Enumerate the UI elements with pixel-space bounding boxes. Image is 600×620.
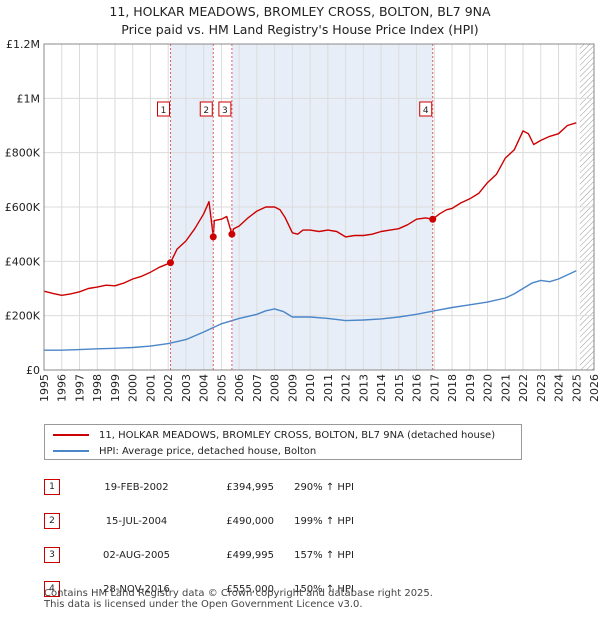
x-tick-label: 2023 [535, 374, 548, 402]
price-chart: 1 2 3 4 £0 £200K £400K £600K £800K £1M £1.2M 1995 1… [5, 38, 600, 402]
property-price-line [43, 122, 577, 296]
plot-frame [43, 43, 595, 371]
x-tick-label: 2017 [428, 374, 441, 402]
x-tick-label: 2014 [375, 374, 388, 402]
x-tick-label: 2019 [464, 374, 477, 402]
sale-hpi-change: 199% ↑ HPI [294, 515, 354, 527]
chart-title: 11, HOLKAR MEADOWS, BROMLEY CROSS, BOLTO… [0, 3, 600, 39]
sale-label-box [199, 101, 213, 117]
sale-price: £499,995 [226, 549, 274, 561]
x-tick-label: 2002 [162, 374, 175, 402]
sale-date: 28-NOV-2016 [103, 583, 170, 595]
title-address: 11, HOLKAR MEADOWS, BROMLEY CROSS, BOLTO… [109, 4, 491, 19]
footer-copyright: Contains HM Land Registry data © Crown c… [44, 588, 433, 599]
sale-number: 1 [44, 470, 84, 504]
sale-label-text: 2 [203, 106, 209, 116]
legend-label-property: 11, HOLKAR MEADOWS, BROMLEY CROSS, BOLTO… [99, 429, 496, 441]
x-tick-label: 2000 [127, 374, 140, 402]
footer: Contains HM Land Registry data © Crown c… [44, 588, 433, 610]
footer-licence: This data is licensed under the Open Gov… [44, 599, 363, 610]
sale-label-text: 3 [222, 106, 228, 116]
x-tick-label: 2026 [588, 374, 600, 402]
x-tick-label: 2022 [517, 374, 530, 402]
sale-number: 3 [44, 538, 84, 572]
y-tick-label: £800K [5, 147, 41, 160]
legend-label-hpi: HPI: Average price, detached house, Bolt… [99, 445, 317, 457]
sale-point [228, 230, 236, 238]
x-tick-label: 1997 [73, 374, 86, 402]
x-tick-label: 2003 [180, 374, 193, 402]
sale-number-box: 1 [44, 479, 60, 495]
x-tick-label: 2004 [198, 374, 211, 402]
sale-date: 15-JUL-2004 [105, 515, 168, 527]
x-tick-label: 2012 [340, 374, 353, 402]
sale-date: 19-FEB-2002 [104, 481, 169, 493]
sale-label-text: 4 [423, 106, 429, 116]
x-tick-label: 1996 [56, 374, 69, 402]
x-tick-label: 2010 [304, 374, 317, 402]
x-tick-label: 2016 [411, 374, 424, 402]
x-tick-label: 2020 [482, 374, 495, 402]
legend: 11, HOLKAR MEADOWS, BROMLEY CROSS, BOLTO… [44, 424, 522, 460]
x-tick-label: 2006 [233, 374, 246, 402]
hpi-line [44, 270, 577, 351]
x-tick-label: 1999 [109, 374, 122, 402]
x-tick-label: 2011 [322, 374, 335, 402]
sale-number-box: 2 [44, 513, 60, 529]
title-subtitle: Price paid vs. HM Land Registry's House … [121, 22, 479, 37]
x-tick-label: 2018 [446, 374, 459, 402]
legend-swatch-property [53, 434, 89, 436]
x-tick-label: 1998 [91, 374, 104, 402]
sale-hpi-change: 150% ↑ HPI [294, 583, 354, 595]
y-tick-label: £1M [17, 92, 41, 105]
x-tick-label: 2001 [144, 374, 157, 402]
x-tick-label: 2024 [553, 374, 566, 402]
y-tick-label: £600K [5, 201, 41, 214]
y-tick-label: £0 [26, 364, 40, 377]
x-tick-label: 2013 [357, 374, 370, 402]
x-tick-label: 2007 [251, 374, 264, 402]
x-tick-label: 2009 [286, 374, 299, 402]
sale-hpi-change: 157% ↑ HPI [294, 549, 354, 561]
sale-label-box [157, 101, 170, 117]
x-tick-label: 2021 [499, 374, 512, 402]
legend-item-property: 11, HOLKAR MEADOWS, BROMLEY CROSS, BOLTO… [53, 428, 495, 442]
sale-label-text: 1 [161, 106, 167, 116]
sale-point [167, 259, 174, 267]
sale-label-box [419, 101, 433, 117]
sales-row: 2 15-JUL-2004 £490,000 199% ↑ HPI [44, 504, 374, 538]
sale-number-box: 3 [44, 547, 60, 563]
x-tick-label: 2025 [570, 374, 583, 402]
sale-date: 02-AUG-2005 [102, 549, 171, 561]
sales-row: 1 19-FEB-2002 £394,995 290% ↑ HPI [44, 470, 374, 504]
sale-hpi-change: 290% ↑ HPI [294, 481, 354, 493]
sales-row: 3 02-AUG-2005 £499,995 157% ↑ HPI [44, 538, 374, 572]
sales-table: 1 19-FEB-2002 £394,995 290% ↑ HPI 2 15-JUL-20… [44, 470, 374, 606]
x-tick-label: 2015 [393, 374, 406, 402]
sale-price: £555,000 [226, 583, 274, 595]
legend-item-hpi: HPI: Average price, detached house, Bolt… [53, 444, 316, 458]
sale-price: £394,995 [226, 481, 274, 493]
sales-row: 4 28-NOV-2016 £555,000 150% ↑ HPI [44, 572, 374, 606]
y-tick-label: £400K [5, 255, 41, 268]
legend-swatch-hpi [53, 450, 89, 452]
x-tick-label: 2008 [269, 374, 282, 402]
sale-point [429, 215, 437, 223]
x-tick-label: 2005 [215, 374, 228, 402]
sale-number-box: 4 [44, 581, 60, 597]
sale-number: 4 [44, 572, 84, 606]
sale-label-box [218, 101, 232, 117]
y-tick-label: £1.2M [6, 38, 40, 51]
sale-point [209, 233, 217, 241]
y-tick-label: £200K [5, 310, 41, 323]
x-tick-label: 1995 [38, 374, 51, 402]
sale-number: 2 [44, 504, 84, 538]
sale-price: £490,000 [226, 515, 274, 527]
